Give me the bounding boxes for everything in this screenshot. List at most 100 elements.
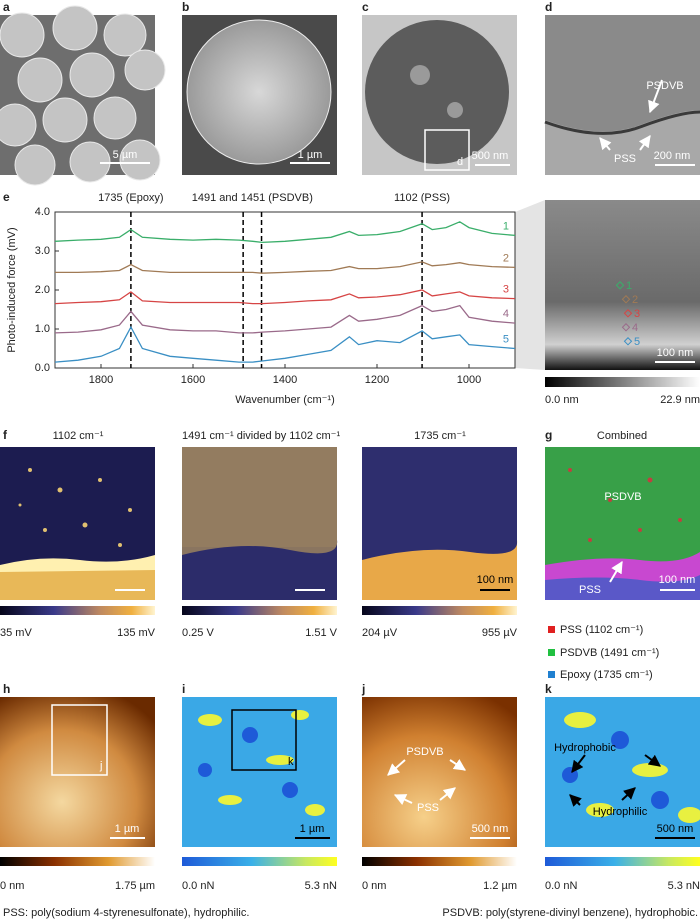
- x-tick-label: 1000: [457, 374, 481, 386]
- panel-label: k: [545, 682, 552, 696]
- series-label: 2: [503, 252, 509, 264]
- colorbar: [545, 857, 700, 866]
- annotation: PSDVB: [604, 491, 641, 503]
- scale-label: 1 µm: [115, 823, 140, 835]
- image-f1: [0, 447, 155, 600]
- image-i: [182, 697, 337, 847]
- legend-label: Epoxy (1735 cm⁻¹): [560, 669, 653, 681]
- image-f2: [182, 447, 338, 600]
- point-label: 5: [634, 336, 640, 348]
- colorbar-label: 1.51 V: [305, 627, 337, 639]
- inset-label: k: [288, 756, 294, 768]
- y-tick-label: 3.0: [35, 245, 50, 257]
- series-line: [55, 261, 516, 274]
- colorbar-label: 0.0 nN: [545, 880, 577, 892]
- map-title: 1735 cm⁻¹: [414, 430, 466, 442]
- series-line: [54, 304, 516, 334]
- x-axis-title: Wavenumber (cm⁻¹): [235, 394, 335, 406]
- annotation: PSDVB: [646, 80, 683, 92]
- map-title: 1491 cm⁻¹ divided by 1102 cm⁻¹: [182, 430, 340, 442]
- series-label: 3: [503, 283, 509, 295]
- legend-swatch: [548, 626, 555, 633]
- series-label: 1: [503, 220, 509, 232]
- spectra-chart: 0.0 1.0 2.0 3.0 4.0 1800 1600 1400 1200 1000 Waven…: [6, 192, 516, 406]
- point-label: 4: [632, 322, 638, 334]
- x-tick-label: 1200: [365, 374, 389, 386]
- y-tick-label: 1.0: [35, 323, 50, 335]
- annotation: Hydrophilic: [593, 806, 648, 818]
- series-label: 4: [503, 308, 509, 320]
- scale-label: 100 nm: [659, 574, 696, 586]
- colorbar-label: 5.3 nN: [668, 880, 700, 892]
- panel-label: f: [3, 428, 8, 442]
- scale-label: 500 nm: [657, 823, 694, 835]
- image-e: [545, 200, 700, 370]
- x-tick-label: 1400: [273, 374, 297, 386]
- scale-label: 1 µm: [300, 823, 325, 835]
- panel-label: g: [545, 428, 552, 442]
- point-marker: [623, 337, 633, 346]
- panel-label: i: [182, 682, 185, 696]
- series-line: [54, 325, 516, 363]
- annotation: PSDVB: [406, 746, 443, 758]
- colorbar-label: 135 mV: [117, 627, 156, 639]
- y-tick-label: 2.0: [35, 284, 50, 296]
- y-tick-label: 0.0: [35, 362, 50, 374]
- image-a: [0, 5, 166, 186]
- annotation: PSS: [614, 153, 636, 165]
- scale-label: 1 µm: [298, 149, 323, 161]
- marker-label: 1491 and 1451 (PSDVB): [192, 192, 313, 204]
- colorbar-label: 22.9 nm: [660, 394, 700, 406]
- panel-label: c: [362, 0, 369, 14]
- marker-label: 1102 (PSS): [394, 192, 450, 204]
- colorbar-label: 955 µV: [482, 627, 518, 639]
- inset-label: d: [457, 156, 463, 168]
- panel-label: e: [3, 190, 10, 204]
- series-label: 5: [503, 333, 509, 345]
- legend-label: PSS (1102 cm⁻¹): [560, 624, 643, 636]
- series-line: [54, 289, 516, 305]
- map-title: Combined: [597, 430, 647, 442]
- panel-label: a: [3, 0, 10, 14]
- plot-frame: [54, 211, 516, 369]
- y-tick-label: 4.0: [35, 206, 50, 218]
- caption: PSDVB: poly(styrene-divinyl benzene), hy…: [442, 907, 698, 919]
- panel-label: h: [3, 682, 10, 696]
- colorbar-label: 0.25 V: [182, 627, 214, 639]
- point-label: 2: [632, 294, 638, 306]
- panel-label: j: [361, 682, 365, 696]
- colorbar: [0, 606, 155, 615]
- scale-label: 200 nm: [654, 150, 691, 162]
- scale-label: 100 nm: [657, 347, 694, 359]
- scale-label: 500 nm: [472, 150, 509, 162]
- point-marker: [621, 323, 631, 332]
- panel-label: b: [182, 0, 189, 14]
- colorbar: [362, 606, 517, 615]
- colorbar-label: 0.0 nN: [182, 880, 214, 892]
- map-title: 1102 cm⁻¹: [53, 430, 104, 442]
- x-tick-label: 1800: [89, 374, 113, 386]
- image-c: [362, 15, 517, 175]
- annotation: Hydrophobic: [554, 742, 616, 754]
- y-axis-title: Photo-induced force (mV): [6, 227, 18, 352]
- marker-label: 1735 (Epoxy): [98, 192, 163, 204]
- caption: PSS: poly(sodium 4-styrenesulfonate), hy…: [3, 907, 249, 919]
- colorbar-label: 5.3 nN: [305, 880, 337, 892]
- legend-swatch: [548, 649, 555, 656]
- annotation: PSS: [579, 584, 601, 596]
- image-b: [182, 15, 337, 175]
- annotation: PSS: [417, 802, 439, 814]
- colorbar-label: 204 µV: [362, 627, 398, 639]
- colorbar: [0, 857, 155, 866]
- colorbar-label: 1.2 µm: [483, 880, 517, 892]
- scale-label: 5 µm: [113, 149, 138, 161]
- colorbar-label: 0 nm: [0, 880, 24, 892]
- scale-label: 500 nm: [472, 823, 509, 835]
- colorbar-label: 0.0 nm: [545, 394, 579, 406]
- colorbar-label: 0 nm: [362, 880, 386, 892]
- point-label: 3: [634, 308, 640, 320]
- image-d: [544, 15, 700, 175]
- colorbar: [182, 606, 337, 615]
- image-f3: [362, 447, 518, 600]
